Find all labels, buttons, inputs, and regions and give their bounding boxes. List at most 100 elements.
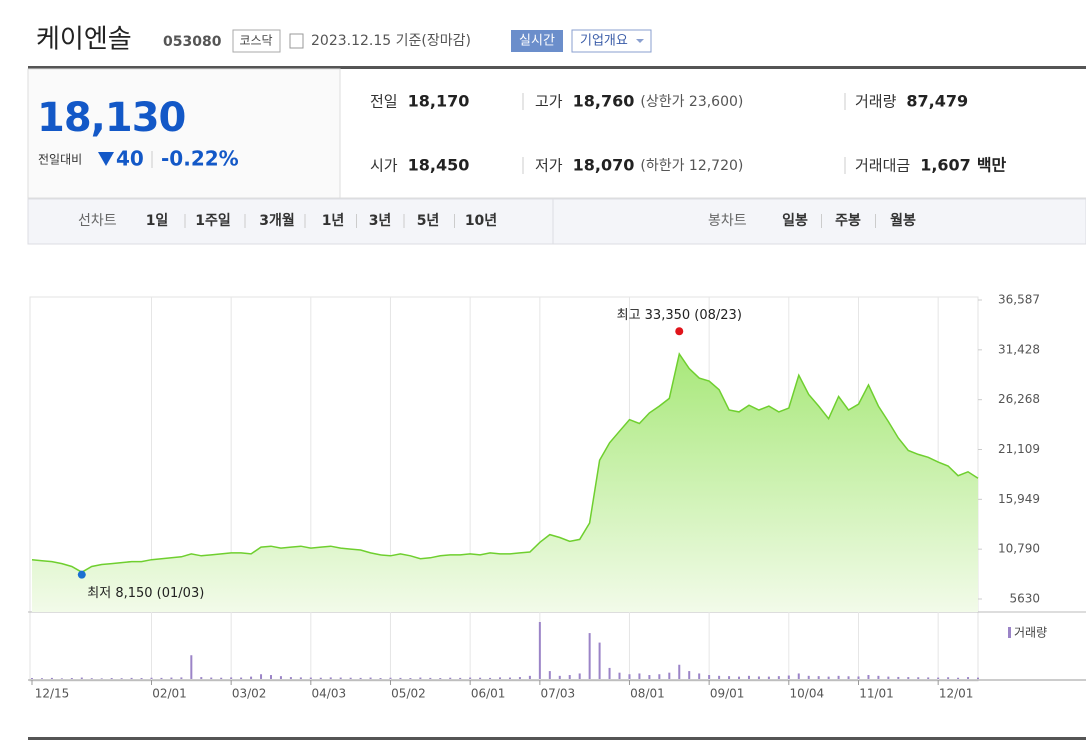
x-tick-label: 06/01 — [471, 687, 506, 701]
volume-bar — [598, 642, 601, 679]
x-tick-label: 07/03 — [541, 687, 576, 701]
volume-bar — [867, 675, 870, 679]
volume-bar — [90, 678, 93, 679]
volume-bar — [628, 674, 631, 679]
volume-bar — [728, 676, 731, 679]
volume-bar — [787, 675, 790, 679]
volume-bar — [140, 678, 143, 679]
volume-bar — [70, 678, 73, 679]
stock-code: 053080 — [163, 34, 222, 50]
volume-bar — [977, 677, 979, 679]
volume-bar — [608, 667, 611, 679]
tab-bar — [27, 198, 1086, 245]
volume-bar — [917, 677, 920, 679]
volume-bar — [528, 675, 531, 679]
volume-bar — [389, 677, 392, 679]
volume-bar — [409, 678, 412, 679]
volume-bar — [877, 675, 880, 679]
volume-bar — [449, 677, 452, 679]
candle-tab[interactable]: 주봉 — [835, 213, 861, 229]
stat-note: (상한가 23,600) — [640, 94, 743, 110]
company-button[interactable] — [571, 29, 652, 53]
y-tick-label: 5630 — [1009, 592, 1040, 606]
extreme-label: 최저 8,150 (01/03) — [87, 586, 204, 601]
range-tab[interactable]: 1년 — [322, 213, 345, 229]
volume-bar — [887, 676, 890, 679]
realtime[interactable]: 실시간 — [519, 34, 555, 49]
volume-bar — [578, 673, 581, 679]
extreme-dot — [77, 570, 86, 579]
realtime-button[interactable] — [511, 30, 563, 52]
volume-bar — [349, 677, 352, 679]
range-tab[interactable]: 3년 — [369, 213, 392, 229]
volume-bar — [220, 677, 223, 679]
stat-value: 18,170 — [408, 92, 470, 111]
y-tick-label: 31,428 — [998, 342, 1040, 356]
y-tick-label: 10,790 — [998, 542, 1040, 556]
volume-bar — [538, 622, 541, 679]
volume-bar — [120, 678, 123, 679]
volume-bar — [489, 677, 492, 679]
down-arrow — [98, 152, 114, 166]
volume-bar — [110, 678, 113, 679]
volume-bar — [648, 675, 651, 679]
price: 18,130 — [37, 95, 185, 141]
volume-legend-swatch — [1008, 627, 1011, 638]
volume-bar — [469, 677, 472, 679]
volume-bar — [568, 675, 571, 679]
volume-bar — [548, 671, 551, 679]
price-area — [32, 354, 978, 612]
range-tab[interactable]: 1주일 — [195, 213, 231, 229]
range-tab[interactable]: 3개월 — [259, 212, 295, 229]
volume-bar — [757, 676, 760, 679]
range-tab[interactable]: 10년 — [465, 213, 497, 229]
calendar-icon — [289, 33, 304, 49]
volume-bar — [479, 677, 482, 679]
y-tick-label: 21,109 — [998, 442, 1040, 456]
volume-bar — [797, 673, 800, 679]
volume-bar — [309, 677, 312, 679]
volume-bar — [718, 675, 721, 679]
x-tick-label: 03/02 — [232, 687, 267, 701]
bottom-rule — [28, 737, 1086, 740]
company[interactable]: 기업개요 — [580, 34, 628, 49]
range-tab[interactable]: 5년 — [417, 213, 440, 229]
y-tick-label: 36,587 — [998, 293, 1040, 307]
volume-bar — [668, 672, 671, 679]
volume-bar — [658, 674, 661, 679]
volume-bar — [907, 677, 910, 679]
volume-bar — [698, 673, 701, 679]
x-tick-label: 11/01 — [859, 687, 894, 701]
change-pct: -0.22% — [161, 147, 239, 171]
volume-bar — [289, 677, 292, 679]
volume-bar — [678, 664, 681, 679]
volume-bar — [847, 676, 850, 679]
volume-bar — [190, 655, 193, 679]
volume-bar — [170, 677, 173, 679]
candle-tab[interactable]: 일봉 — [782, 213, 808, 229]
market-badge — [232, 29, 281, 53]
volume-bar — [439, 678, 442, 679]
volume-bar — [50, 677, 53, 679]
x-tick-label: 04/03 — [312, 687, 347, 701]
stat-label: 저가 — [535, 157, 563, 175]
line-chart-label: 선차트 — [78, 213, 117, 229]
volume-bar — [837, 675, 840, 679]
x-tick-label: 12/01 — [939, 687, 974, 701]
volume-bar — [429, 677, 432, 679]
stat-value: 18,450 — [408, 156, 470, 175]
stat-value: 18,070 — [573, 156, 635, 175]
stat-label: 시가 — [370, 157, 398, 175]
range-tab[interactable]: 1일 — [146, 213, 169, 229]
candle-tab[interactable]: 월봉 — [890, 212, 916, 229]
volume-bar — [100, 678, 103, 679]
volume-bar — [738, 676, 741, 679]
volume-bar — [150, 677, 153, 679]
volume-bar — [508, 677, 511, 679]
volume-bar — [279, 676, 282, 679]
y-tick-label: 26,268 — [998, 392, 1040, 406]
extreme-dot — [675, 327, 684, 336]
volume-bar — [319, 677, 322, 679]
stock-name: 케이엔솔 — [36, 25, 132, 55]
change-label: 전일대비 — [38, 153, 82, 167]
